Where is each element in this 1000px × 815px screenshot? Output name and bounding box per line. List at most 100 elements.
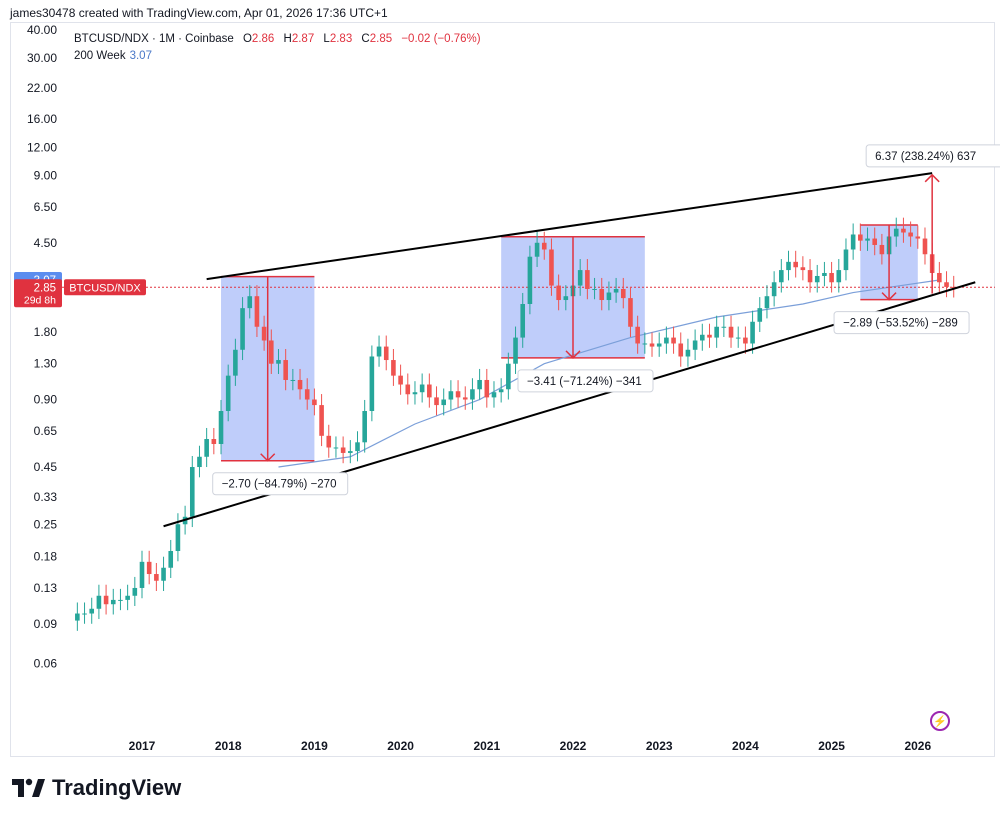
candle-body — [642, 343, 648, 345]
candle-body — [383, 346, 389, 361]
measure-label-box — [212, 472, 349, 496]
candle-body — [937, 272, 942, 283]
candle-body — [362, 410, 367, 443]
candle-body — [326, 435, 332, 448]
measure-label: −3.41 (−71.24%) −341 — [527, 376, 642, 388]
measure-arrow-head — [924, 173, 940, 183]
y-tick-label: 0.45 — [34, 460, 58, 474]
close-key: C — [361, 33, 370, 45]
x-tick-label: 2019 — [301, 739, 328, 753]
candle-body — [829, 272, 834, 283]
symbol-label[interactable]: BTCUSD/NDX · 1M · Coinbase — [74, 33, 234, 45]
y-tick-label: 1.30 — [34, 357, 58, 371]
candle-body — [290, 379, 296, 381]
candle-body — [283, 360, 288, 380]
candle-body — [269, 340, 274, 364]
last-price-text: 2.85 — [34, 282, 56, 294]
y-tick-label: 0.13 — [34, 581, 58, 595]
candle-body — [735, 337, 741, 339]
candle-body — [146, 561, 152, 575]
candle-body — [700, 334, 705, 341]
candle-body — [391, 360, 396, 376]
candle-body — [915, 236, 921, 239]
y-tick-label: 0.18 — [34, 549, 58, 563]
high-key: H — [283, 33, 292, 45]
candle-body — [520, 304, 526, 338]
tradingview-logo: TradingView — [12, 775, 181, 801]
candle-body — [750, 321, 755, 344]
candle-body — [692, 340, 698, 350]
candle-body — [664, 337, 669, 344]
candle-body — [527, 256, 533, 305]
candle-body — [168, 551, 174, 568]
y-tick-label: 0.09 — [34, 617, 58, 631]
ma-value: 3.07 — [129, 50, 152, 62]
candle-body — [340, 447, 346, 453]
y-tick-label: 40.00 — [27, 23, 57, 37]
candle-body — [549, 249, 554, 286]
candle-body — [427, 384, 432, 398]
y-tick-label: 12.00 — [27, 140, 57, 154]
candle-body — [103, 595, 109, 605]
created-by-header: james30478 created with TradingView.com,… — [10, 6, 388, 20]
candle-body — [585, 270, 590, 289]
tv-mark-icon — [12, 778, 45, 797]
candle-body — [434, 397, 439, 406]
y-tick-label: 0.25 — [34, 517, 58, 531]
last-price-badge — [14, 279, 62, 308]
y-tick-label: 22.00 — [27, 81, 57, 95]
y-tick-label: 0.65 — [34, 424, 58, 438]
candle-body — [477, 379, 482, 390]
candle-body — [412, 392, 418, 395]
candle-body — [491, 392, 497, 398]
candle-body — [592, 288, 597, 290]
lightning-icon[interactable]: ⚡ — [930, 711, 950, 731]
measure-label-box — [833, 311, 970, 335]
candle-body — [922, 238, 928, 255]
y-tick-label: 4.50 — [34, 236, 58, 250]
candle-body — [204, 439, 209, 457]
candle-body — [376, 346, 382, 357]
candle-body — [498, 389, 504, 393]
candle-body — [779, 270, 784, 283]
countdown-text: 29d 8h — [24, 294, 56, 306]
candle-body — [211, 439, 217, 445]
ma-legend[interactable]: 200 Week 3.07 — [74, 50, 152, 62]
candle-body — [369, 356, 375, 411]
measure-label-box — [517, 369, 654, 393]
candle-body — [656, 343, 662, 347]
x-tick-label: 2018 — [215, 739, 242, 753]
candle-body — [635, 326, 640, 344]
candle-body — [893, 228, 899, 237]
ohlc-legend: BTCUSD/NDX · 1M · Coinbase O2.86 H2.87 L… — [74, 33, 481, 45]
candle-body — [879, 244, 885, 255]
candle-body — [606, 292, 612, 301]
y-tick-label: 6.50 — [34, 200, 58, 214]
candle-body — [822, 272, 827, 276]
y-tick-label: 30.00 — [27, 51, 57, 65]
candle-body — [649, 343, 655, 347]
x-tick-label: 2021 — [473, 739, 500, 753]
candle-body — [541, 242, 547, 250]
brand-name: TradingView — [52, 775, 182, 800]
candle-body — [951, 286, 957, 288]
measure-arrow-head — [881, 292, 897, 301]
candle-body — [858, 234, 863, 241]
candle-body — [125, 595, 130, 600]
y-tick-label: 1.80 — [34, 325, 58, 339]
trendline — [206, 172, 933, 281]
chart-frame[interactable] — [10, 22, 995, 757]
candle-body — [218, 410, 224, 445]
candle-body — [132, 587, 138, 596]
candle-body — [470, 389, 475, 400]
candle-body — [319, 405, 324, 436]
candle-body — [175, 524, 181, 552]
candle-body — [139, 561, 145, 588]
change-value: −0.02 (−0.76%) — [401, 33, 481, 45]
candle-body — [814, 275, 820, 283]
candle-body — [577, 270, 583, 286]
candle-body — [707, 334, 712, 338]
measure-arrow-head — [260, 453, 276, 462]
candle-body — [189, 467, 195, 517]
